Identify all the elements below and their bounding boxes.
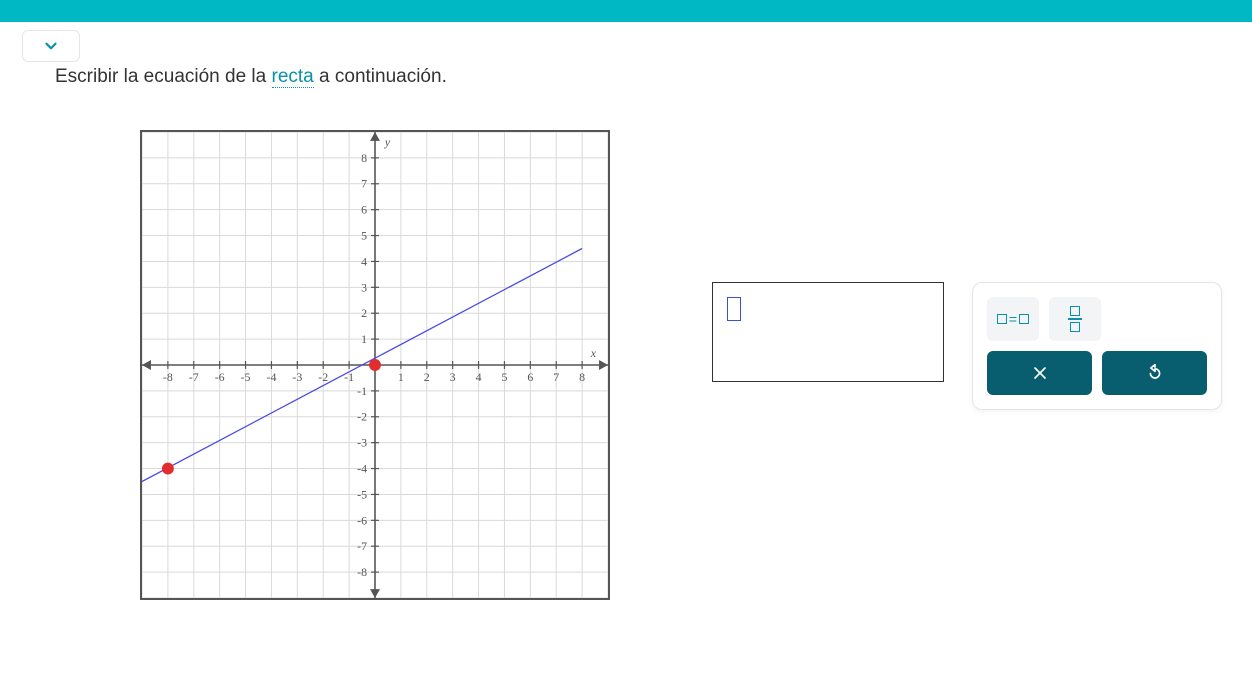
svg-text:-6: -6: [357, 513, 367, 527]
svg-text:-7: -7: [357, 539, 367, 553]
question-prompt: Escribir la ecuación de la recta a conti…: [55, 66, 447, 88]
prompt-text-before: Escribir la ecuación de la: [55, 66, 272, 87]
svg-text:-8: -8: [357, 565, 367, 579]
svg-text:-5: -5: [357, 487, 367, 501]
equation-template-button[interactable]: =: [987, 297, 1039, 341]
square-placeholder-icon: [1019, 314, 1029, 324]
svg-text:4: 4: [361, 254, 367, 268]
svg-text:-5: -5: [241, 370, 251, 384]
svg-text:-3: -3: [357, 436, 367, 450]
prompt-link-recta[interactable]: recta: [272, 66, 314, 88]
svg-text:2: 2: [361, 306, 367, 320]
svg-text:5: 5: [361, 229, 367, 243]
svg-text:6: 6: [527, 370, 533, 384]
prompt-text-after: a continuación.: [314, 66, 447, 87]
svg-text:8: 8: [361, 151, 367, 165]
equals-label: =: [1009, 311, 1017, 327]
svg-text:6: 6: [361, 203, 367, 217]
svg-text:-1: -1: [357, 384, 367, 398]
svg-text:2: 2: [424, 370, 430, 384]
svg-text:-2: -2: [318, 370, 328, 384]
fraction-template-button[interactable]: [1049, 297, 1101, 341]
svg-text:-7: -7: [189, 370, 199, 384]
square-placeholder-icon: [997, 314, 1007, 324]
svg-text:8: 8: [579, 370, 585, 384]
svg-text:x: x: [590, 346, 597, 360]
svg-text:-8: -8: [163, 370, 173, 384]
svg-text:-4: -4: [266, 370, 276, 384]
collapse-toggle[interactable]: [22, 30, 80, 62]
clear-button[interactable]: [987, 351, 1092, 395]
svg-text:7: 7: [553, 370, 559, 384]
svg-text:3: 3: [361, 280, 367, 294]
undo-icon: [1145, 363, 1165, 383]
svg-text:4: 4: [476, 370, 482, 384]
svg-text:-6: -6: [215, 370, 225, 384]
coordinate-graph: -8-7-6-5-4-3-2-112345678-8-7-6-5-4-3-2-1…: [140, 130, 610, 600]
close-icon: [1030, 363, 1050, 383]
svg-text:-4: -4: [357, 462, 367, 476]
svg-text:1: 1: [398, 370, 404, 384]
answer-cursor: [727, 297, 741, 321]
header-bar: [0, 0, 1252, 22]
answer-input[interactable]: [712, 282, 944, 382]
svg-text:1: 1: [361, 332, 367, 346]
svg-text:-3: -3: [292, 370, 302, 384]
svg-text:5: 5: [501, 370, 507, 384]
undo-button[interactable]: [1102, 351, 1207, 395]
svg-text:7: 7: [361, 177, 367, 191]
math-palette: =: [972, 282, 1222, 410]
svg-text:y: y: [384, 135, 391, 149]
svg-text:-2: -2: [357, 410, 367, 424]
chevron-down-icon: [42, 37, 60, 55]
fraction-icon: [1068, 306, 1082, 332]
svg-text:3: 3: [450, 370, 456, 384]
